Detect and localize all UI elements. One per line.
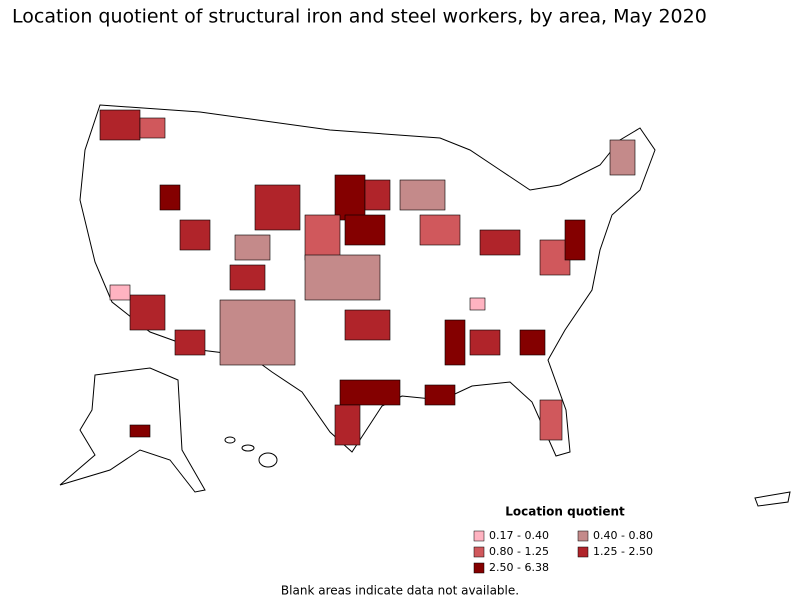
area xyxy=(399,179,446,211)
area xyxy=(304,254,381,301)
legend-label: 1.25 - 2.50 xyxy=(593,545,653,558)
area xyxy=(344,214,386,246)
legend-title: Location quotient xyxy=(505,505,625,519)
area xyxy=(564,219,586,261)
map xyxy=(59,104,791,507)
area xyxy=(334,404,361,446)
area xyxy=(129,294,166,331)
area xyxy=(99,109,141,141)
area xyxy=(364,179,391,211)
hawaii xyxy=(241,444,255,452)
area xyxy=(334,174,366,221)
legend-label: 0.17 - 0.40 xyxy=(489,529,549,542)
area xyxy=(519,329,546,356)
legend-swatch xyxy=(473,562,485,574)
legend: Location quotient 0.17 - 0.40 0.40 - 0.80… xyxy=(473,505,653,574)
area xyxy=(424,384,456,406)
area xyxy=(469,297,486,311)
area xyxy=(174,329,206,356)
puerto-rico xyxy=(754,491,791,507)
legend-swatch xyxy=(577,530,589,542)
area xyxy=(179,219,211,251)
hawaii xyxy=(224,436,236,444)
area xyxy=(139,117,166,139)
legend-swatch xyxy=(473,530,485,542)
area xyxy=(234,234,271,261)
legend-label: 0.80 - 1.25 xyxy=(489,545,549,558)
area xyxy=(129,424,151,438)
area xyxy=(254,184,301,231)
area xyxy=(444,319,466,366)
area xyxy=(339,379,401,406)
area xyxy=(304,214,341,261)
legend-swatch xyxy=(577,546,589,558)
area xyxy=(419,214,461,246)
area xyxy=(109,284,131,301)
area xyxy=(479,229,521,256)
area xyxy=(539,399,563,441)
legend-label: 0.40 - 0.80 xyxy=(593,529,653,542)
area xyxy=(219,299,296,366)
legend-swatch xyxy=(473,546,485,558)
area xyxy=(229,264,266,291)
map-title: Location quotient of structural iron and… xyxy=(12,6,707,28)
area xyxy=(344,309,391,341)
footnote: Blank areas indicate data not available. xyxy=(281,584,519,598)
hawaii xyxy=(258,452,278,468)
area xyxy=(159,184,181,211)
legend-label: 2.50 - 6.38 xyxy=(489,561,549,574)
area xyxy=(469,329,501,356)
area xyxy=(609,139,636,176)
